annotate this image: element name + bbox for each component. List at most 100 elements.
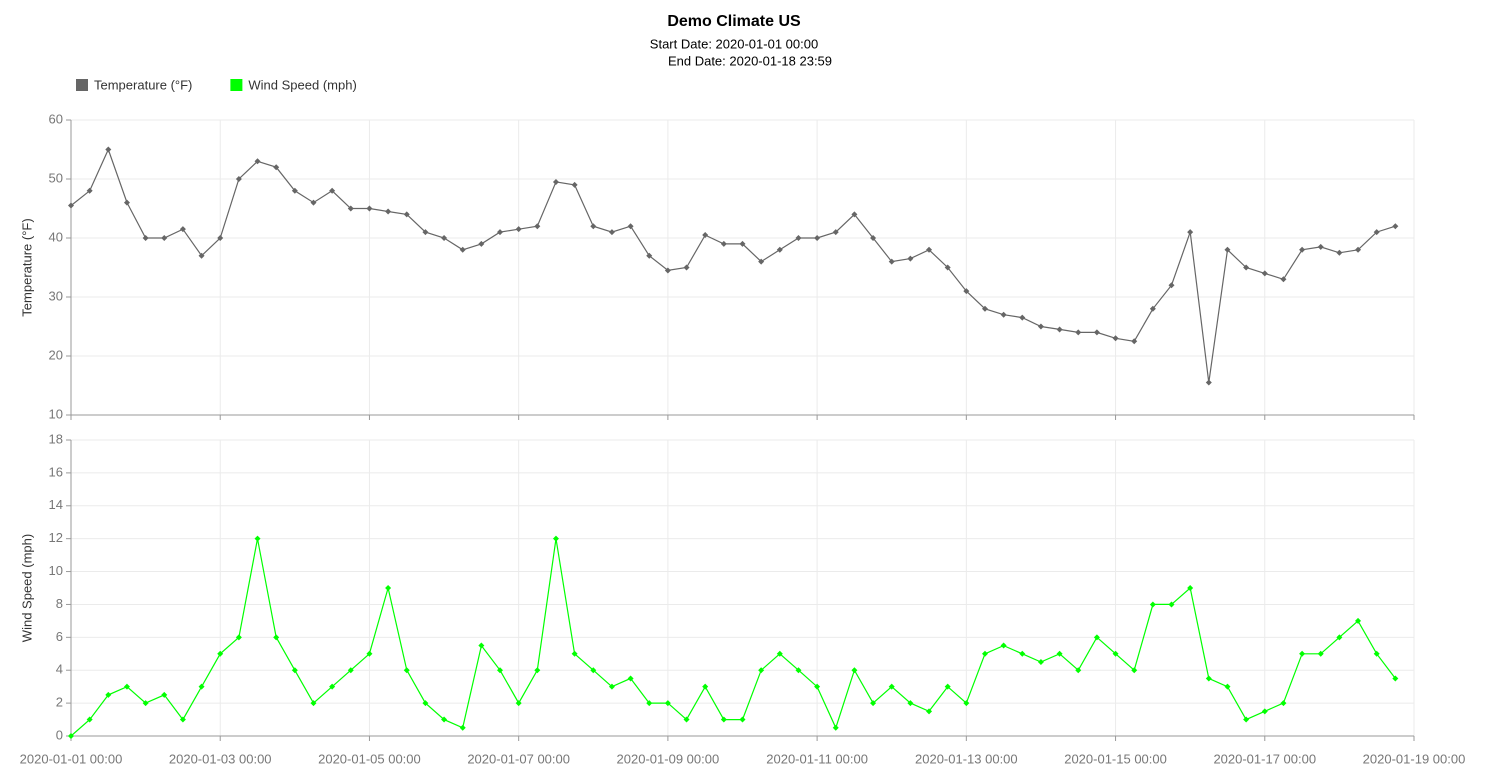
point [441,235,448,241]
point [105,146,112,153]
x-tick-label: 2020-01-03 00:00 [169,751,272,766]
point [1000,311,1007,318]
x-tick-label: 2020-01-07 00:00 [467,751,570,766]
point [347,667,354,674]
point [888,683,895,690]
point [1280,700,1287,707]
point [1373,229,1380,236]
point [552,535,559,542]
point [926,708,933,715]
point [981,650,988,657]
point [795,235,802,241]
point [870,700,877,707]
point [123,683,130,690]
y-tick-label: 6 [56,629,63,644]
point [1317,650,1324,657]
point [105,691,112,698]
point [291,667,298,674]
point [814,683,821,690]
point [758,258,765,265]
point [291,187,298,194]
point [1000,642,1007,649]
point [86,187,93,194]
point [608,229,615,236]
point [1168,601,1175,608]
x-tick-label: 2020-01-15 00:00 [1064,751,1167,766]
point [235,634,242,641]
point [720,716,727,723]
point [552,178,559,185]
point [273,164,280,171]
point [646,252,653,259]
point [1243,264,1250,271]
point [161,235,168,241]
point [310,700,317,707]
point [459,246,466,253]
y-tick-label: 50 [49,170,63,185]
point [441,716,448,723]
point [1093,329,1100,336]
point [478,642,485,649]
point [217,235,224,241]
x-tick-label: 2020-01-09 00:00 [617,751,720,766]
point [758,667,765,674]
point [68,733,74,739]
point [1261,270,1268,277]
point [254,535,261,542]
point [776,246,783,253]
legend-swatch [76,79,88,91]
point [1336,249,1343,256]
point [1392,675,1399,682]
point [86,716,93,723]
point [870,235,877,241]
point [1261,708,1268,715]
point [1187,229,1194,236]
point [1149,305,1156,312]
point [142,235,149,241]
point [1187,585,1194,591]
point [571,181,578,188]
point [497,229,504,236]
point [608,683,615,690]
point [1056,326,1063,333]
point [347,205,354,212]
point [1149,601,1156,608]
point [459,724,466,731]
point [739,240,746,247]
y-tick-label: 0 [56,727,63,742]
point [273,634,280,641]
point [1205,379,1212,386]
point [385,585,392,591]
point [1112,335,1119,342]
point [198,683,205,690]
point [1299,650,1306,657]
x-tick-label: 2020-01-17 00:00 [1213,751,1316,766]
point [627,675,634,682]
point [1056,650,1063,657]
x-tick-label: 2020-01-19 00:00 [1363,751,1466,766]
point [217,650,224,657]
point [627,223,634,230]
point [683,264,690,271]
y-axis-label: Temperature (°F) [19,218,34,316]
point [1373,650,1380,657]
point [1168,282,1175,289]
point [1131,338,1138,345]
point [366,205,373,212]
subtitle: Start Date: 2020-01-01 00:00 [650,36,818,51]
y-tick-label: 60 [49,111,63,126]
point [963,288,970,295]
point [963,700,970,707]
point [1131,667,1138,674]
point [515,226,522,233]
point [1112,650,1119,657]
point [926,246,933,253]
point [1037,659,1044,665]
point [1205,675,1212,682]
legend-swatch [230,79,243,91]
point [478,240,485,247]
y-tick-label: 12 [49,530,63,545]
point [142,700,149,707]
point [851,667,858,674]
x-tick-label: 2020-01-05 00:00 [318,751,421,766]
